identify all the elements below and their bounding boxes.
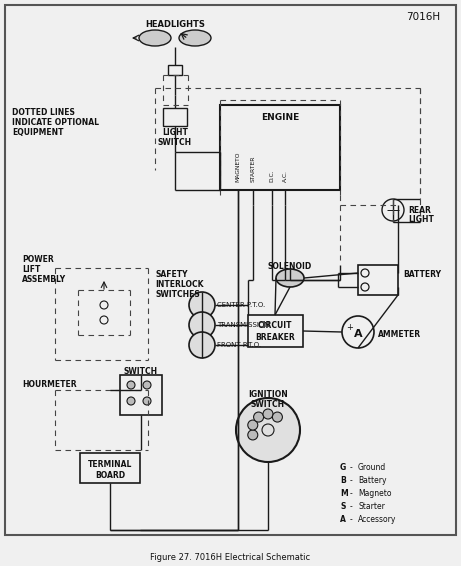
Text: REAR: REAR xyxy=(408,206,431,215)
Bar xyxy=(120,375,162,415)
Text: Magneto: Magneto xyxy=(358,489,391,498)
Text: +: + xyxy=(347,323,354,332)
Circle shape xyxy=(143,381,151,389)
Text: ENGINE: ENGINE xyxy=(261,113,299,122)
Text: HEADLIGHTS: HEADLIGHTS xyxy=(145,20,205,29)
Text: POWER: POWER xyxy=(22,255,54,264)
Ellipse shape xyxy=(139,30,171,46)
Circle shape xyxy=(189,312,215,338)
Text: BATTERY: BATTERY xyxy=(403,270,441,279)
Text: S: S xyxy=(340,502,345,511)
Text: Battery: Battery xyxy=(358,476,386,485)
Circle shape xyxy=(127,397,135,405)
Text: MAGNETO: MAGNETO xyxy=(236,152,241,182)
Circle shape xyxy=(236,398,300,462)
Text: LIFT: LIFT xyxy=(22,265,41,274)
Text: ASSEMBLY: ASSEMBLY xyxy=(22,275,66,284)
Text: Accessory: Accessory xyxy=(358,515,396,524)
Text: EQUIPMENT: EQUIPMENT xyxy=(12,128,64,137)
Text: SWITCH: SWITCH xyxy=(251,400,285,409)
Ellipse shape xyxy=(179,30,211,46)
Text: LIGHT: LIGHT xyxy=(162,128,188,137)
Text: INTERLOCK: INTERLOCK xyxy=(155,280,203,289)
Text: SAFETY: SAFETY xyxy=(155,270,188,279)
Text: DOTTED LINES: DOTTED LINES xyxy=(12,108,75,117)
Text: SWITCH: SWITCH xyxy=(158,138,192,147)
Text: HOURMETER: HOURMETER xyxy=(22,380,77,389)
Text: TERMINAL: TERMINAL xyxy=(88,460,132,469)
Circle shape xyxy=(263,409,273,419)
Text: BREAKER: BREAKER xyxy=(255,333,295,342)
Bar xyxy=(358,265,398,295)
Circle shape xyxy=(254,412,264,422)
Circle shape xyxy=(189,292,215,318)
Text: G: G xyxy=(340,463,346,472)
Bar xyxy=(163,108,187,126)
Text: D.C.: D.C. xyxy=(270,169,274,182)
Text: SWITCHES: SWITCHES xyxy=(155,290,200,299)
Text: INDICATE OPTIONAL: INDICATE OPTIONAL xyxy=(12,118,99,127)
Text: LIGHT: LIGHT xyxy=(408,215,434,224)
Bar xyxy=(168,65,182,75)
Text: Starter: Starter xyxy=(358,502,385,511)
Text: A: A xyxy=(340,515,346,524)
Text: B: B xyxy=(340,476,346,485)
Text: BOARD: BOARD xyxy=(95,471,125,480)
Circle shape xyxy=(189,332,215,358)
Text: IGNITION: IGNITION xyxy=(248,390,288,399)
Bar xyxy=(220,105,340,190)
Text: A.C.: A.C. xyxy=(283,170,288,182)
Bar xyxy=(248,315,303,347)
Circle shape xyxy=(248,420,258,430)
Text: TRANSMISSION: TRANSMISSION xyxy=(217,322,270,328)
Text: CIRCUIT: CIRCUIT xyxy=(258,321,292,330)
Text: FRONT P.T.O.: FRONT P.T.O. xyxy=(217,342,261,348)
Text: SWITCH: SWITCH xyxy=(124,367,158,376)
Bar xyxy=(80,453,140,483)
Text: -: - xyxy=(350,476,353,485)
Text: -: - xyxy=(350,502,353,511)
Text: CENTER P.T.O.: CENTER P.T.O. xyxy=(217,302,265,308)
Text: -: - xyxy=(350,489,353,498)
Circle shape xyxy=(127,381,135,389)
Text: Figure 27. 7016H Electrical Schematic: Figure 27. 7016H Electrical Schematic xyxy=(150,553,310,562)
Circle shape xyxy=(143,397,151,405)
Text: 7016H: 7016H xyxy=(406,12,440,22)
Text: STARTER: STARTER xyxy=(250,156,255,182)
Circle shape xyxy=(272,412,283,422)
Circle shape xyxy=(248,430,258,440)
Text: -: - xyxy=(350,463,353,472)
Text: Ground: Ground xyxy=(358,463,386,472)
Ellipse shape xyxy=(276,269,304,287)
Text: A: A xyxy=(354,329,362,339)
Text: AMMETER: AMMETER xyxy=(378,330,421,339)
Text: -: - xyxy=(350,515,353,524)
Text: SOLENOID: SOLENOID xyxy=(268,262,312,271)
Text: M: M xyxy=(340,489,348,498)
